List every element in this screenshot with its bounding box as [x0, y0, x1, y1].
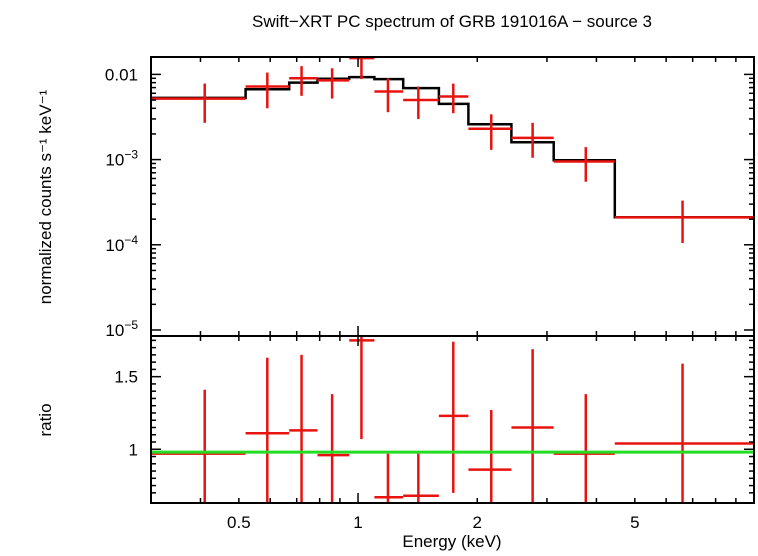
model-step-line — [151, 75, 754, 219]
ratio-data-point — [317, 394, 350, 503]
spectrum-data-points — [151, 56, 754, 243]
ratio-data-points — [151, 336, 754, 503]
ratio-data-point — [374, 453, 404, 503]
chart-title: Swift−XRT PC spectrum of GRB 191016A − s… — [252, 12, 652, 31]
x-axis-label: Energy (keV) — [402, 532, 501, 551]
spectrum-axis-ticks: 0.01 10−3 10−4 10−5 — [105, 57, 754, 340]
ratio-plot-frame — [150, 335, 755, 504]
y-tick-label: 10−5 — [105, 318, 138, 340]
spectrum-panel: 0.01 10−3 10−4 10−5 — [105, 56, 755, 340]
y-tick-label: 10−3 — [105, 148, 138, 170]
model-spectrum — [151, 75, 754, 219]
spectrum-y-axis-label: normalized counts s⁻¹ keV⁻¹ — [36, 89, 55, 304]
x-tick-label: 0.5 — [227, 513, 251, 532]
ratio-axis-ticks: 1 1.5 0.5 1 2 5 — [114, 336, 754, 532]
spectrum-data-point — [245, 72, 290, 109]
spectrum-data-point — [317, 68, 350, 99]
spectrum-data-point — [349, 56, 375, 80]
ratio-data-point — [245, 357, 290, 503]
ratio-data-point — [349, 336, 375, 440]
y-tick-label: 1 — [129, 440, 138, 459]
ratio-data-point — [403, 453, 439, 503]
spectrum-data-point — [374, 78, 404, 113]
ratio-data-point — [438, 341, 469, 493]
y-tick-label: 10−4 — [105, 233, 138, 255]
ratio-data-point — [614, 363, 754, 503]
spectrum-data-point — [151, 83, 246, 123]
y-tick-label: 1.5 — [114, 368, 138, 387]
x-tick-label: 2 — [473, 513, 482, 532]
ratio-data-point — [511, 349, 554, 503]
spectrum-data-point — [438, 83, 469, 114]
spectrum-data-point — [468, 114, 512, 150]
ratio-panel: 1 1.5 0.5 1 2 5 — [114, 335, 755, 532]
x-tick-label: 1 — [353, 513, 362, 532]
spectrum-data-point — [403, 86, 439, 119]
y-tick-label: 0.01 — [105, 65, 138, 84]
ratio-data-point — [553, 394, 615, 503]
ratio-y-axis-label: ratio — [36, 403, 55, 436]
ratio-data-point — [468, 410, 512, 503]
ratio-data-point — [289, 354, 318, 503]
x-tick-label: 5 — [630, 513, 639, 532]
spectrum-data-point — [553, 147, 615, 182]
spectrum-data-point — [511, 122, 554, 158]
ratio-data-point — [151, 389, 246, 503]
spectrum-data-point — [289, 66, 318, 96]
spectrum-data-point — [614, 200, 754, 243]
